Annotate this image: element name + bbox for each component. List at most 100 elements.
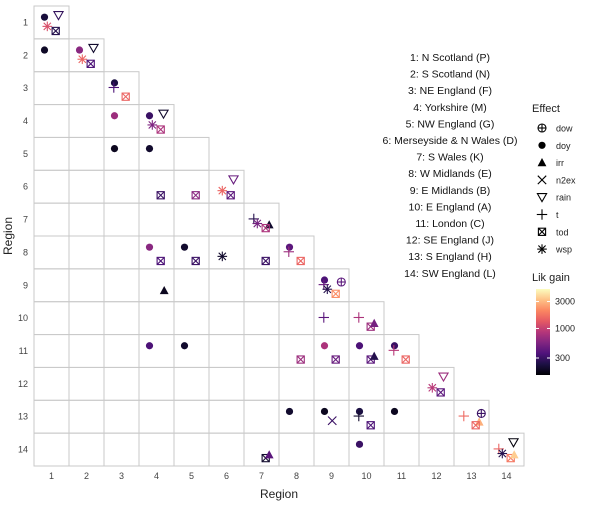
data-point-wsp [252, 218, 263, 229]
grid-cell [138, 366, 175, 401]
region-key-item: 14: SW England (L) [404, 268, 496, 280]
x-tick-label: 2 [84, 471, 89, 481]
data-point-doy [320, 276, 329, 284]
grid-cell [173, 136, 210, 171]
x-tick-label: 9 [329, 471, 334, 481]
y-tick-label: 8 [23, 247, 28, 257]
grid-cell [383, 334, 420, 368]
grid-cell [138, 399, 175, 434]
grid-cell [138, 235, 175, 270]
grid-cell [208, 366, 245, 401]
grid-cell [383, 366, 420, 401]
data-point-doy [75, 46, 84, 54]
grid-cell [33, 71, 70, 106]
grid-cell [348, 432, 385, 467]
x-tick-label: 11 [397, 471, 406, 481]
grid-cell [68, 169, 105, 204]
region-key-item: 9: E Midlands (B) [410, 185, 491, 197]
grid-cell [278, 399, 315, 434]
region-key-item: 3: NE England (F) [408, 85, 492, 97]
grid-cell [138, 202, 175, 237]
data-point-wsp [497, 448, 508, 459]
data-point-n2ex [327, 416, 337, 426]
region-key-item: 2: S Scotland (N) [410, 69, 490, 81]
grid-cell [278, 366, 315, 401]
region-key: 1: N Scotland (P) 2: S Scotland (N) 3: NE … [383, 52, 518, 280]
data-point-doy [145, 243, 154, 251]
grid-cell [68, 399, 105, 434]
data-point-tod [261, 223, 270, 233]
grid-cell [208, 202, 245, 237]
grid-cell [33, 5, 70, 40]
grid-cell [313, 301, 350, 336]
effect-legend-label: t [556, 210, 559, 220]
triangular-grid [33, 5, 525, 467]
data-point-doy [180, 243, 189, 251]
grid-cell [68, 235, 105, 270]
grid-cell [383, 432, 420, 467]
data-point-doy [355, 440, 364, 448]
grid-cell [68, 432, 105, 467]
grid-cell [33, 235, 70, 270]
grid-cell [33, 136, 70, 171]
grid-cell [173, 268, 210, 303]
effect-legend-title: Effect [532, 103, 560, 115]
data-point-doy [320, 407, 329, 416]
grid-cell [33, 399, 70, 434]
grid-cell [383, 399, 420, 434]
effect-legend-label: n2ex [556, 175, 576, 185]
data-point-doy [285, 407, 294, 416]
grid-cell [208, 169, 245, 204]
grid-cell [243, 301, 280, 336]
grid-cell [278, 334, 315, 368]
x-tick-label: 13 [466, 471, 476, 481]
grid-cell [33, 334, 70, 368]
grid-cell [208, 432, 245, 467]
data-point-irr [159, 285, 169, 295]
grid-cell [278, 301, 315, 336]
grid-cell [103, 301, 140, 336]
grid-cell [103, 202, 140, 237]
effect-legend-symbol-irr [537, 158, 547, 167]
grid-cell [243, 366, 280, 401]
colorbar-tick-label: 300 [555, 353, 570, 363]
data-point-doy [390, 407, 399, 416]
grid-cell [488, 432, 525, 467]
grid-cell [208, 268, 245, 303]
grid-cell [313, 432, 350, 467]
y-tick-label: 6 [23, 182, 28, 192]
data-point-tod [331, 289, 340, 298]
grid-cell [68, 71, 105, 106]
data-point-doy [285, 243, 294, 251]
grid-cell [68, 136, 105, 171]
effect-legend-label: wsp [555, 245, 572, 255]
grid-cell [103, 235, 140, 270]
grid-cell [173, 169, 210, 204]
data-point-doy [40, 46, 49, 54]
x-tick-label: 8 [294, 471, 299, 481]
data-point-tod [261, 256, 270, 266]
data-point-rain [507, 438, 520, 448]
grid-cell [33, 38, 70, 73]
grid-cell [103, 366, 140, 401]
region-key-item: 4: Yorkshire (M) [413, 102, 487, 114]
data-point-dow [476, 408, 486, 418]
region-key-item: 12: SE England (J) [406, 235, 494, 247]
grid-cell [33, 268, 70, 303]
region-key-item: 8: W Midlands (E) [408, 168, 491, 180]
data-point-tod [366, 421, 375, 430]
grid-cell [243, 399, 280, 434]
grid-cell [453, 432, 490, 467]
data-point-irr [369, 318, 379, 327]
grid-cell [243, 235, 280, 270]
grid-cell [243, 268, 280, 303]
x-tick-label: 14 [501, 471, 511, 481]
grid-cell [68, 38, 105, 73]
x-tick-label: 7 [259, 471, 264, 481]
effect-legend-symbol-dow [537, 123, 547, 133]
data-point-doy [355, 407, 364, 416]
y-tick-label: 1 [23, 17, 28, 27]
data-point-tod [51, 26, 60, 36]
y-tick-label: 12 [18, 379, 28, 389]
effect-legend-symbol-tod [537, 227, 547, 236]
